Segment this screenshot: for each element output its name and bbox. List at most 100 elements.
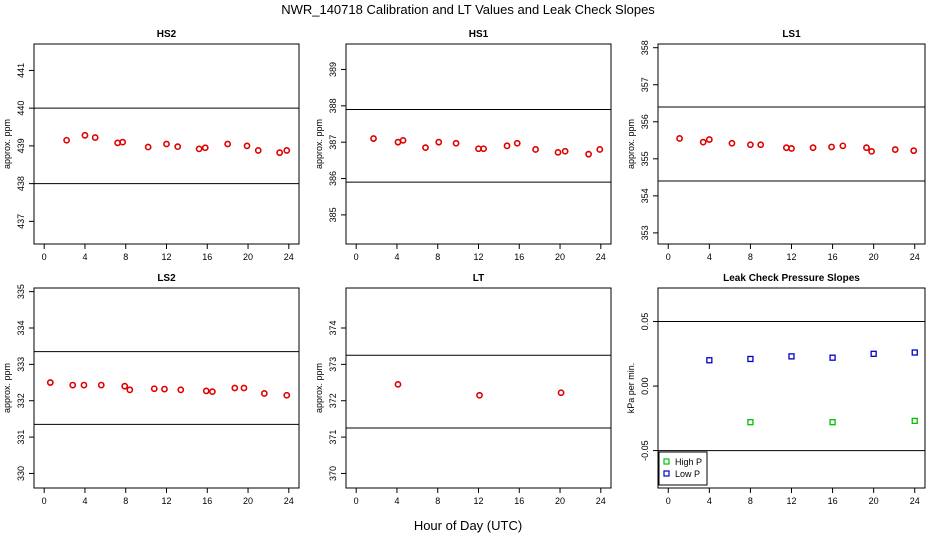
panel-title: LT [473,273,484,284]
x-tick-label: 12 [786,496,796,506]
y-tick-label: 387 [328,135,338,150]
x-tick-label: 24 [596,252,606,262]
y-tick-label: 374 [328,320,338,335]
x-tick-label: 16 [202,252,212,262]
y-tick-label: 373 [328,357,338,372]
x-tick-label: 4 [707,496,712,506]
x-tick-label: 0 [42,252,47,262]
y-tick-label: 372 [328,393,338,408]
data-point [706,357,713,364]
x-tick-label: 24 [596,496,606,506]
legend-label: High P [675,457,702,467]
panel-title: HS2 [157,29,177,40]
x-tick-label: 20 [243,496,253,506]
data-point [452,139,460,147]
plot-frame [345,43,612,245]
x-tick-label: 8 [748,496,753,506]
x-tick-label: 4 [394,252,399,262]
data-point [208,388,216,396]
plot-frame [345,287,612,489]
x-tick-label: 16 [828,252,838,262]
plot-frame [33,43,300,245]
y-axis-label: approx. ppm [626,119,636,169]
data-point [121,382,129,390]
panel-title: LS2 [157,273,176,284]
x-tick-label: 4 [82,496,87,506]
y-axis-label: kPa per min. [626,363,636,414]
x-tick-label: 8 [123,496,128,506]
y-tick-label: 356 [640,114,650,129]
y-axis-label: approx. ppm [2,119,12,169]
data-point [561,147,569,155]
x-tick-label: 20 [555,252,565,262]
legend-label: Low P [675,469,700,479]
x-tick-label: 8 [748,252,753,262]
x-tick-label: 20 [869,496,879,506]
legend-swatch [663,458,670,465]
y-tick-label: 358 [640,40,650,55]
y-tick-label: 354 [640,188,650,203]
chart-panel-1: HS2 approx. ppm 0 4 8 12 16 20 24 437 438 439 440 441 [2,29,300,262]
data-point [828,143,835,151]
data-point [260,390,268,397]
x-tick-label: 8 [123,252,128,262]
data-point [231,384,239,392]
y-tick-label: 440 [16,101,26,116]
x-tick-label: 20 [555,496,565,506]
data-point [829,419,836,426]
data-point [150,385,158,393]
y-tick-label: 437 [16,214,26,229]
data-point [422,144,429,152]
x-tick-label: 16 [202,496,212,506]
data-point [503,142,511,150]
data-point [276,149,284,157]
chart-panel-2: HS1 approx. ppm 0 4 8 12 16 20 24 385 386 387 388 389 [314,29,612,262]
data-point [557,389,565,397]
data-point [243,142,251,150]
data-point [863,144,870,152]
y-tick-label: 389 [328,62,338,77]
data-point [174,143,182,151]
data-point [513,139,521,147]
data-point [596,146,604,153]
panel-title: HS1 [469,29,489,40]
y-tick-label: 353 [640,225,650,240]
y-tick-label: 0.00 [640,377,650,395]
x-tick-label: 16 [514,252,524,262]
panel-title: Leak Check Pressure Slopes [723,273,860,284]
y-tick-label: 438 [16,176,26,191]
x-tick-label: 0 [666,252,671,262]
data-point [788,145,795,152]
x-tick-label: 16 [828,496,838,506]
data-point [370,135,377,142]
x-tick-label: 4 [707,252,712,262]
y-axis-label: approx. ppm [314,363,324,413]
x-tick-label: 24 [910,252,920,262]
data-point [399,136,407,144]
data-point [476,391,483,399]
data-point [97,381,105,389]
data-point [283,147,291,154]
data-point [126,386,134,394]
y-tick-label: 331 [16,430,26,445]
x-tick-label: 20 [243,252,253,262]
y-tick-label: -0.05 [640,440,650,461]
y-tick-label: 388 [328,98,338,113]
x-tick-label: 4 [82,252,87,262]
data-point [676,135,683,142]
data-point [699,138,707,146]
x-tick-label: 12 [786,252,796,262]
data-point [254,147,262,154]
y-tick-label: 334 [16,320,26,335]
data-point [870,350,877,357]
data-point [788,353,795,360]
data-point [63,136,71,144]
data-point [240,384,248,392]
data-point [202,387,210,395]
y-tick-label: 333 [16,357,26,372]
figure-title: NWR_140718 Calibration and LT Values and… [281,2,655,17]
data-point [46,379,54,386]
legend-box [658,451,708,486]
data-point [177,386,185,394]
y-tick-label: 371 [328,430,338,445]
